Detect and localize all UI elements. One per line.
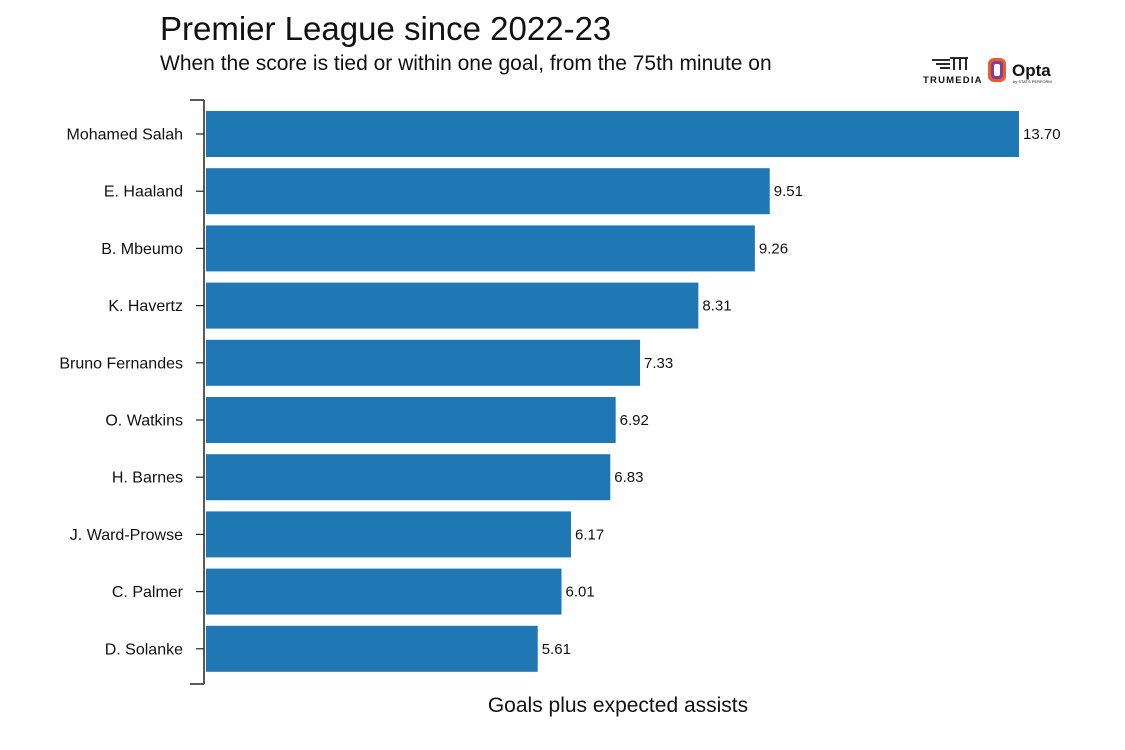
category-tick-label: O. Watkins: [105, 413, 183, 430]
y-axis: [190, 99, 205, 685]
bar-value-label: 8.31: [702, 298, 731, 315]
category-tick-label: E. Haaland: [104, 184, 183, 201]
bar: [206, 568, 562, 615]
opta-logo-subtext: by STATS PERFORM: [1013, 79, 1052, 84]
category-tick-label: Mohamed Salah: [66, 127, 183, 144]
bar: [206, 339, 641, 386]
category-tick-label: D. Solanke: [105, 641, 183, 658]
bar: [206, 511, 572, 558]
trumedia-mark-icon: [932, 57, 968, 70]
bar: [206, 225, 755, 272]
bar-value-label: 6.01: [566, 584, 595, 601]
bar: [206, 111, 1019, 157]
bar-value-label: 7.33: [644, 355, 673, 372]
category-tick-label: H. Barnes: [112, 470, 183, 487]
opta-logo: Opta by STATS PERFORM: [988, 58, 1052, 84]
bar: [206, 282, 699, 329]
opta-logo-text: Opta: [1012, 61, 1051, 80]
chart-subtitle: When the score is tied or within one goa…: [160, 52, 772, 75]
category-tick-label: B. Mbeumo: [101, 241, 183, 258]
bar: [206, 397, 616, 443]
bar-value-label: 9.51: [774, 183, 803, 200]
x-axis-label: Goals plus expected assists: [488, 694, 748, 717]
category-tick-label: Bruno Fernandes: [59, 355, 183, 372]
bar-value-label: 9.26: [759, 240, 788, 257]
bar-value-label: 6.17: [575, 526, 604, 543]
bar: [206, 168, 770, 215]
bar-value-label: 6.83: [614, 469, 643, 486]
bar-value-label: 13.70: [1023, 126, 1061, 143]
bar: [206, 454, 611, 501]
value-labels: 13.70 9.51 9.26 8.31 7.33 6.92 6.83 6.17 6.01 5.6…: [542, 126, 1061, 658]
opta-mark-icon: [988, 58, 1006, 82]
trumedia-logo: TRUMEDIA: [923, 57, 983, 86]
trumedia-logo-text: TRUMEDIA: [923, 75, 983, 86]
category-tick-label: K. Havertz: [108, 298, 183, 315]
bar-value-label: 5.61: [542, 641, 571, 658]
bars-group: [206, 111, 1019, 672]
chart-title: Premier League since 2022-23: [160, 10, 611, 47]
category-labels: Mohamed Salah E. Haaland B. Mbeumo K. Haver…: [59, 127, 183, 659]
bar-value-label: 6.92: [620, 412, 649, 429]
category-tick-label: J. Ward-Prowse: [70, 527, 183, 544]
bar: [206, 625, 538, 672]
category-tick-label: C. Palmer: [112, 584, 184, 601]
